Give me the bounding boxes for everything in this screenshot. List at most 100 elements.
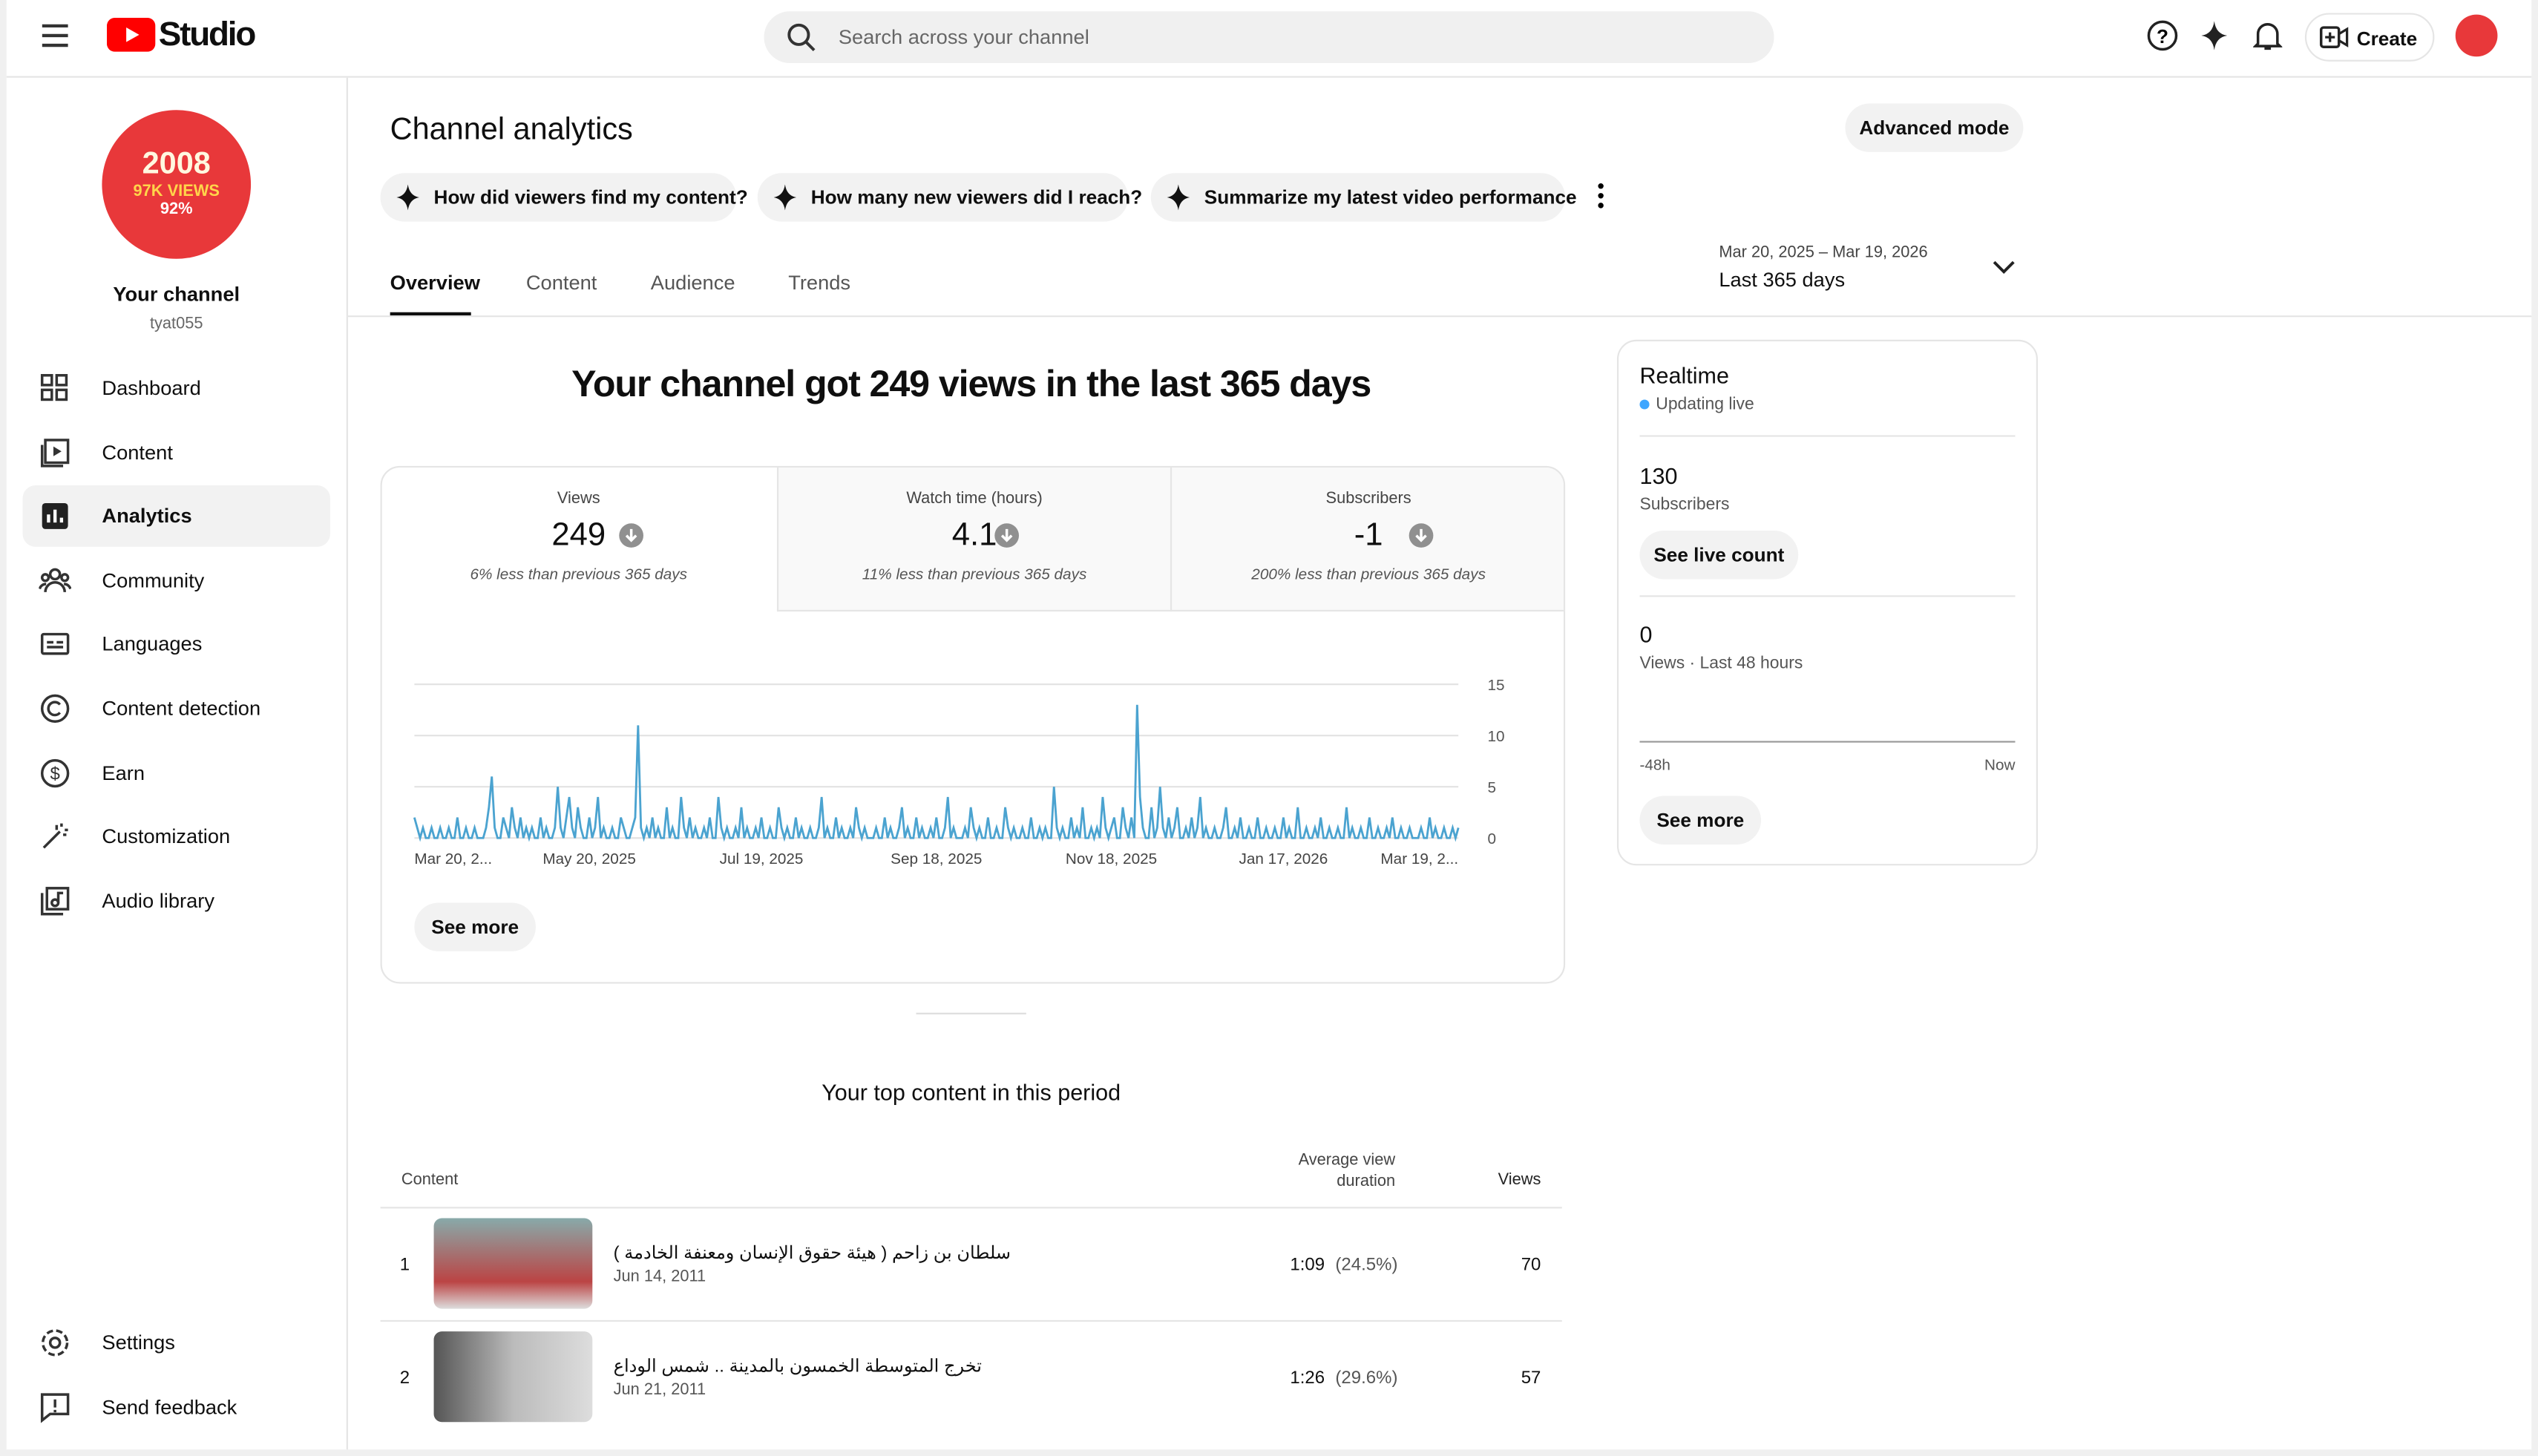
nav-label: Analytics (102, 505, 192, 528)
nav-item[interactable]: Community (23, 550, 330, 611)
realtime-see-more[interactable]: See more (1639, 796, 1762, 845)
nav-item[interactable]: Languages (23, 614, 330, 675)
create-button[interactable]: Create (2304, 13, 2435, 62)
x-tick-label: Mar 19, 2... (1380, 850, 1458, 868)
views: 57 (1521, 1368, 1541, 1388)
x-tick-label: Jan 17, 2026 (1239, 850, 1328, 868)
tab[interactable]: Trends (788, 272, 851, 295)
views-label: Views · Last 48 hours (1639, 653, 1803, 673)
help-icon[interactable]: ? (2146, 19, 2179, 52)
prompt-chip[interactable]: How did viewers find my content? (380, 173, 748, 222)
duration-percent: (29.6%) (1335, 1368, 1398, 1388)
metric-note: 200% less than previous 365 days (1251, 566, 1486, 584)
header-divider (6, 76, 2532, 78)
channel-avatar[interactable]: 2008 97K VIEWS 92% (102, 110, 252, 259)
separator (916, 1012, 1026, 1014)
nav-label: Customization (102, 825, 231, 848)
nav-item[interactable]: Analytics (22, 485, 330, 548)
search-box[interactable]: Search across your channel (764, 11, 1774, 64)
nav-item[interactable]: Customization (23, 806, 330, 868)
nav-label: Send feedback (102, 1396, 237, 1419)
views-chart: 0 5 10 15 Mar 20, 2... May 20, 2025 Jul 19, 20… (413, 677, 1504, 868)
rank: 1 (399, 1255, 410, 1275)
nav-label: Community (102, 568, 205, 592)
nav-label: Content (102, 441, 173, 464)
realtime-card: Realtime Updating live 130 Subscribers S… (1616, 339, 2039, 866)
metric-label: Watch time (hours) (906, 490, 1043, 508)
more-icon[interactable] (1593, 181, 1609, 210)
prompt-text: Summarize my latest video performance (1204, 186, 1577, 209)
dropdown-chevron[interactable] (1993, 259, 2016, 275)
search-icon (787, 23, 816, 51)
avatar-text: 2008 (142, 147, 211, 182)
prompt-chip[interactable]: Summarize my latest video performance (1150, 173, 1577, 222)
nav-item[interactable]: Send feedback (23, 1377, 330, 1438)
headline: Your channel got 249 views in the last 3… (571, 362, 1371, 404)
nav-item[interactable]: Content (23, 422, 330, 483)
overview-card: Views 249 6% less than previous 365 days Wa… (380, 465, 1566, 984)
duration-percent: (24.5%) (1335, 1255, 1398, 1275)
metric-value: 4.1 (951, 517, 997, 554)
live-status: Updating live (1656, 394, 1754, 415)
content-row[interactable]: 2 تخرج المتوسطة الخمسون بالمدينة .. شمس ا… (380, 1319, 1562, 1435)
nav-item[interactable]: Settings (23, 1312, 330, 1374)
logo-text: Studio (158, 16, 257, 53)
tabs-divider (347, 315, 2532, 318)
video-title: تخرج المتوسطة الخمسون بالمدينة .. شمس ال… (613, 1357, 982, 1377)
menu-icon[interactable] (42, 23, 71, 49)
x-tick-label: Mar 20, 2... (414, 850, 492, 868)
ai-icon[interactable] (2200, 19, 2229, 52)
tab[interactable]: Overview (390, 272, 480, 295)
realtime-title: Realtime (1639, 362, 1729, 389)
metric-tab[interactable]: Subscribers -1 200% less than previous 365… (1170, 468, 1564, 612)
date-range[interactable]: Mar 20, 2025 – Mar 19, 2026 (1719, 244, 1928, 263)
avatar-text: 97K VIEWS (133, 183, 220, 201)
video-date: Jun 14, 2011 (613, 1268, 706, 1287)
page-title: Channel analytics (390, 113, 633, 148)
nav-label: Earn (102, 761, 145, 784)
nav-item[interactable]: Content detection (23, 678, 330, 739)
tab[interactable]: Audience (650, 272, 735, 295)
nav-label: Settings (102, 1331, 175, 1354)
prompt-chip[interactable]: How many new viewers did I reach? (757, 173, 1142, 222)
see-more-button[interactable]: See more (414, 902, 536, 951)
metric-note: 11% less than previous 365 days (862, 566, 1087, 584)
content-row[interactable]: 1 سلطان بن زاحم ( هيئة حقوق الإنسان ومعنف… (380, 1207, 1562, 1322)
nav-icon (40, 438, 70, 467)
x-tick-label: Sep 18, 2025 (891, 850, 982, 868)
divider (1639, 435, 2016, 437)
period[interactable]: Last 365 days (1719, 268, 1846, 292)
column-header: Average view duration (1298, 1152, 1396, 1191)
nav-item[interactable]: Dashboard (23, 358, 330, 419)
metric-tab[interactable]: Views 249 6% less than previous 365 days (382, 468, 776, 610)
metric-label: Views (557, 490, 600, 508)
nav-icon (40, 886, 70, 916)
thumbnail (433, 1218, 593, 1309)
advanced-mode-button[interactable]: Advanced mode (1845, 103, 2024, 152)
nav-icon (40, 633, 70, 656)
notifications-icon[interactable] (2253, 19, 2283, 52)
nav-icon (39, 568, 71, 592)
account-avatar[interactable] (2455, 14, 2498, 57)
youtube-logo[interactable] (106, 17, 156, 52)
nav-item[interactable]: Audio library (23, 870, 330, 931)
nav-icon (40, 1393, 70, 1423)
nav-item[interactable]: $ Earn (23, 742, 330, 804)
divider (1639, 595, 2016, 597)
tab[interactable]: Content (525, 272, 597, 295)
channel-name: Your channel (113, 283, 240, 306)
prompt-text: How many new viewers did I reach? (810, 186, 1143, 209)
realtime-baseline (1639, 741, 2016, 743)
y-tick-label: 5 (1487, 779, 1496, 796)
active-tab-underline (390, 312, 471, 316)
metric-value: -1 (1354, 517, 1383, 554)
nav-icon: $ (40, 758, 70, 787)
metric-tab[interactable]: Watch time (hours) 4.1 11% less than previ… (776, 468, 1172, 612)
live-count-button[interactable]: See live count (1639, 531, 1799, 580)
nav-icon (42, 503, 68, 530)
metric-label: Subscribers (1325, 490, 1411, 508)
y-tick-label: 10 (1487, 728, 1504, 745)
nav-label: Content detection (102, 697, 261, 721)
trend-down-icon (619, 523, 643, 548)
